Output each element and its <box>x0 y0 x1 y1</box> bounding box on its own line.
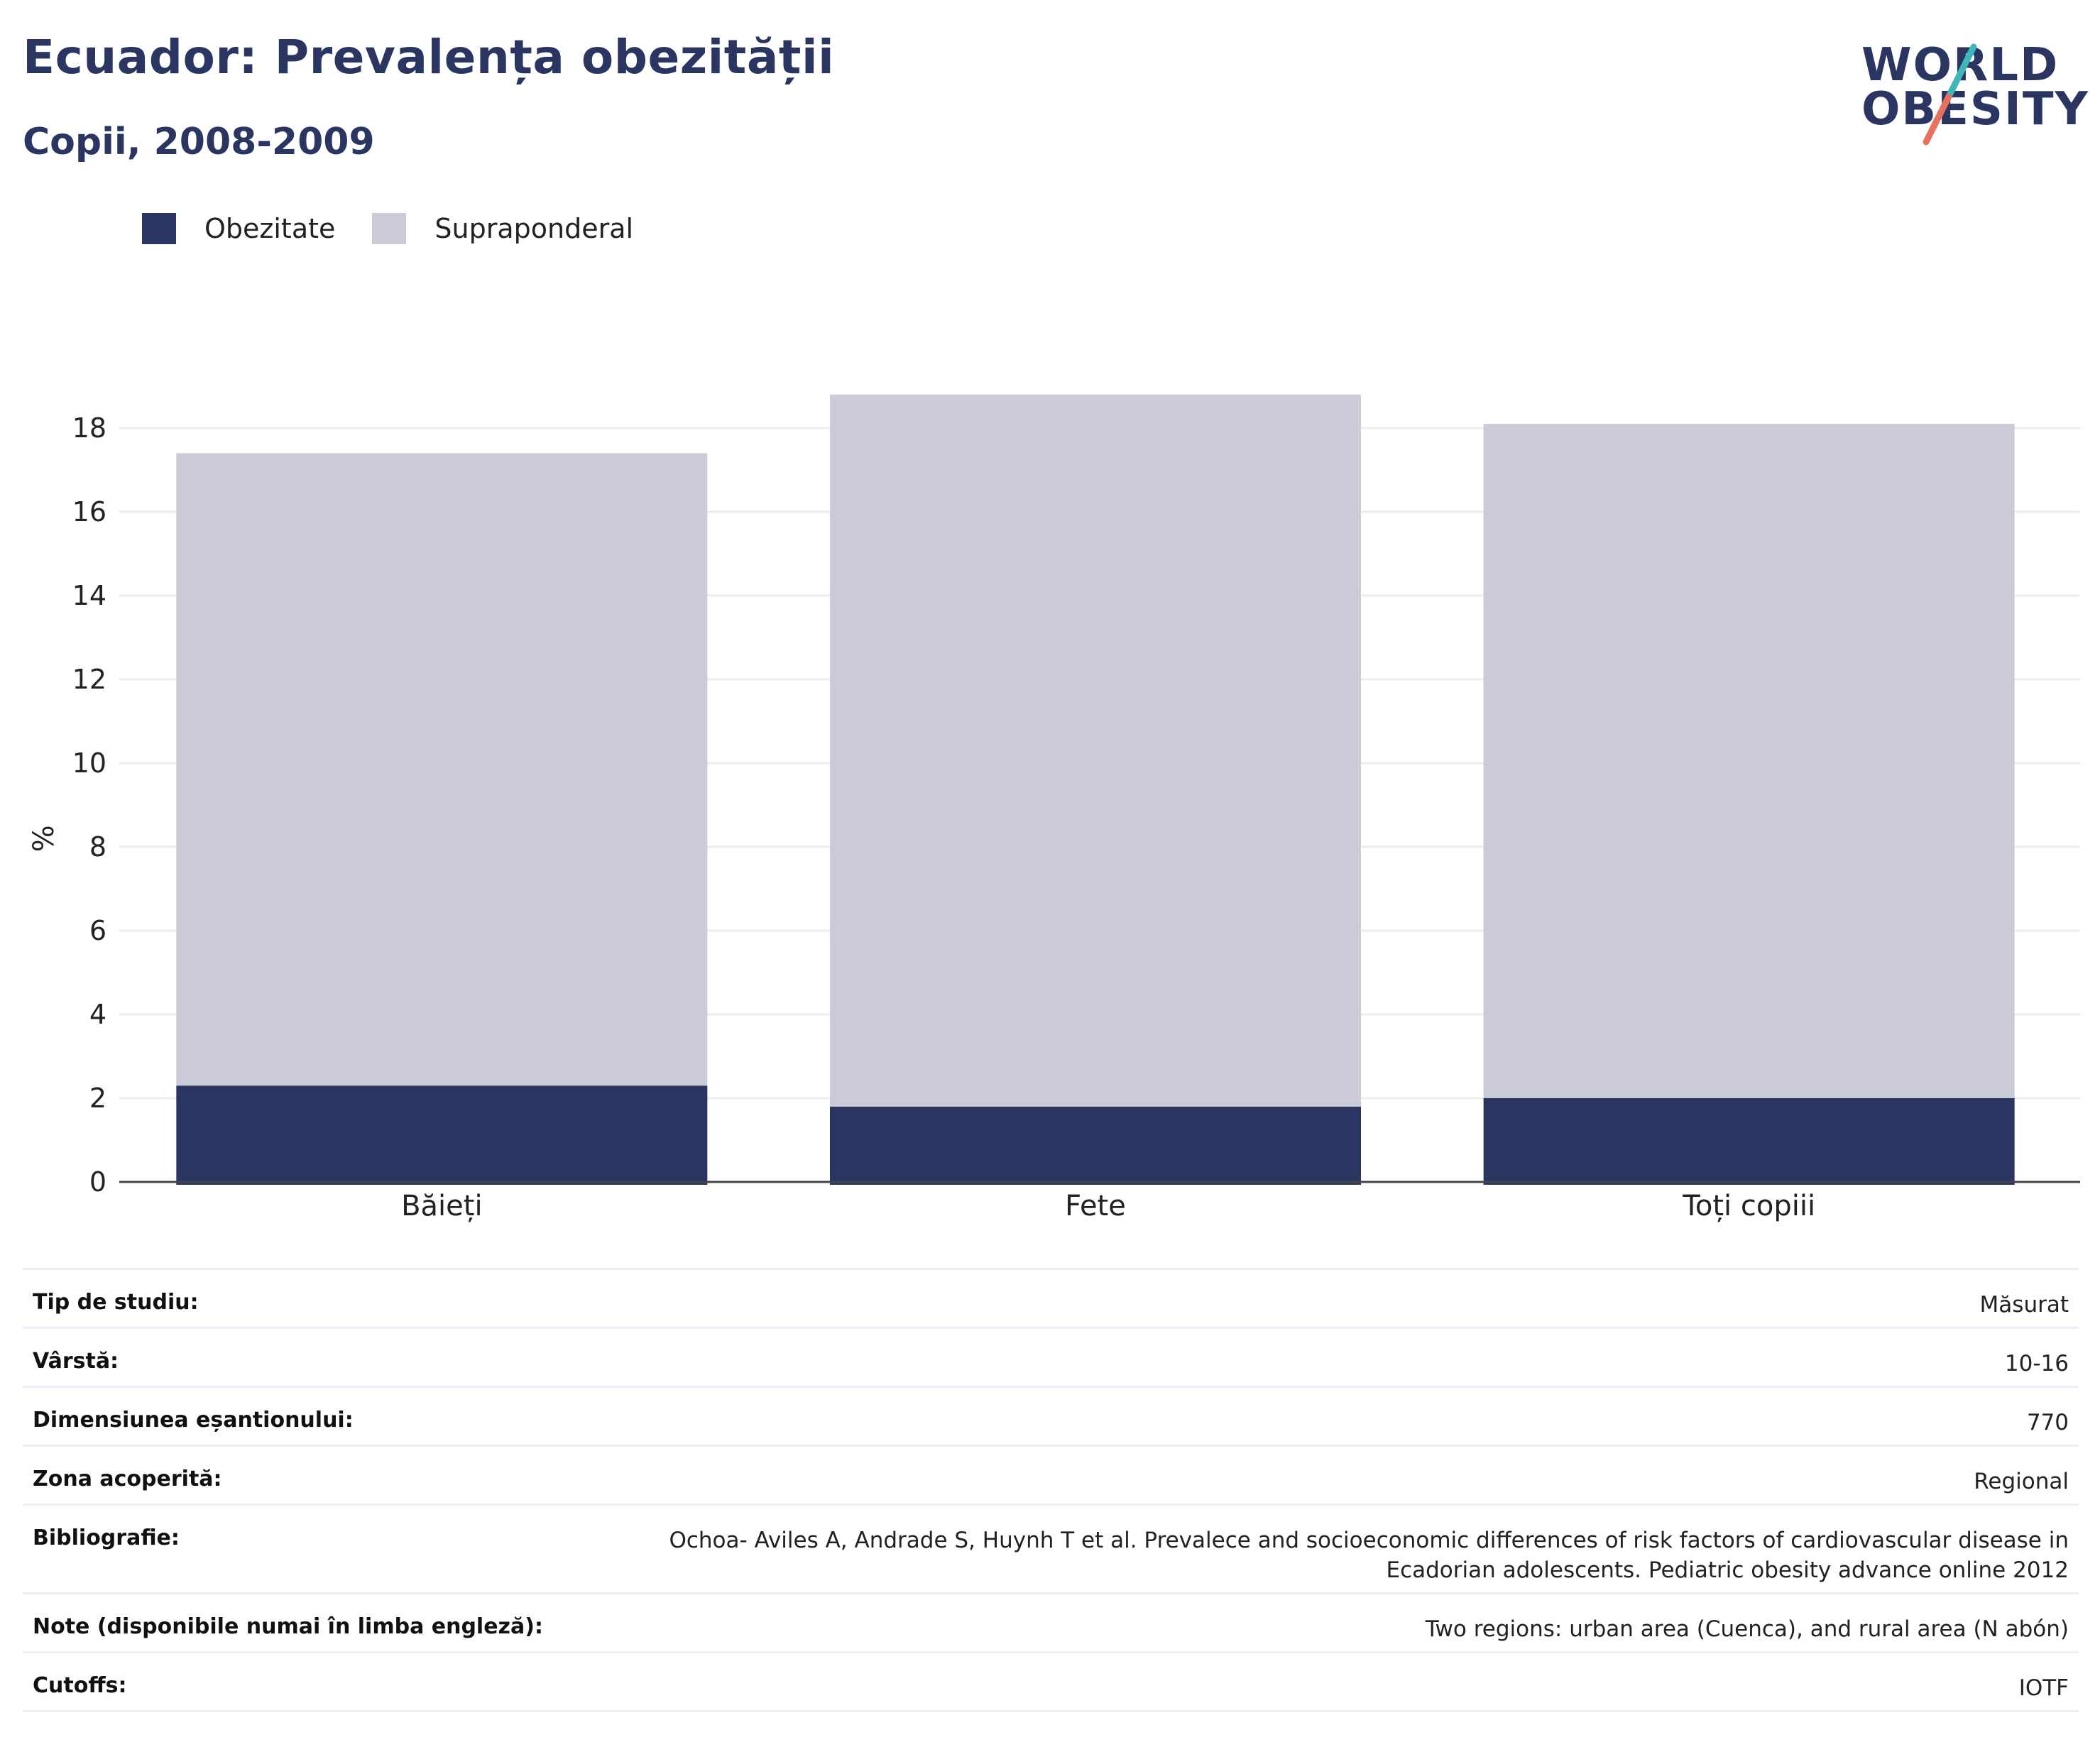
chart-subtitle: Copii, 2008-2009 <box>23 121 375 163</box>
y-axis-title: % <box>28 825 60 852</box>
bar-overweight <box>830 394 1361 1107</box>
legend-label-obesity: Obezitate <box>204 213 336 244</box>
x-axis-labels: Băieți Fete Toți copiii <box>401 1190 1815 1222</box>
bibliography-line-2: Ecadorian adolescents. Pediatric obesity… <box>1386 1557 2069 1583</box>
info-label-bibliography: Bibliografie: <box>33 1526 180 1550</box>
info-row-sample-size: Dimensiunea eșantionului: 770 <box>23 1386 2079 1445</box>
info-row-bibliography: Bibliografie: Ochoa- Aviles A, Andrade S… <box>23 1504 2079 1592</box>
info-row-cutoffs: Cutoffs: IOTF <box>23 1651 2079 1710</box>
info-value-notes: Two regions: urban area (Cuenca), and ru… <box>1425 1616 2069 1642</box>
logo-line-2: OBESITY <box>1861 83 2089 136</box>
chart-title: Ecuador: Prevalența obezității <box>23 30 835 84</box>
info-row-study-type: Tip de studiu: Măsurat <box>23 1268 2079 1327</box>
legend-item-overweight[interactable]: Supraponderal <box>372 213 633 244</box>
info-label-cutoffs: Cutoffs: <box>33 1673 127 1698</box>
info-row-age: Vârstă: 10-16 <box>23 1327 2079 1386</box>
y-tick-label: 16 <box>72 496 106 527</box>
info-label-study-type: Tip de studiu: <box>33 1290 199 1315</box>
x-tick-label: Băieți <box>401 1190 482 1222</box>
legend-item-obesity[interactable]: Obezitate <box>142 213 335 244</box>
legend-swatch-overweight <box>372 213 407 244</box>
legend-label-overweight: Supraponderal <box>434 213 634 244</box>
y-tick-label: 12 <box>72 664 106 695</box>
bar-obesity <box>830 1106 1361 1185</box>
bar-chart: 0 2 4 6 8 10 12 14 16 18 Băieți Fete Toți copiii % <box>28 394 2080 1222</box>
info-value-study-type: Măsurat <box>1979 1292 2069 1318</box>
x-tick-label: Toți copiii <box>1682 1190 1815 1222</box>
info-value-sample-size: 770 <box>2026 1410 2069 1435</box>
info-table-end-rule <box>23 1710 2079 1712</box>
logo-slash-coral <box>1923 89 1954 146</box>
bar-obesity <box>1483 1098 2015 1185</box>
world-obesity-logo: WORLD OBESITY <box>1846 21 2089 149</box>
y-tick-label: 18 <box>72 412 106 444</box>
info-value-area-covered: Regional <box>1974 1469 2069 1494</box>
y-axis-ticks: 0 2 4 6 8 10 12 14 16 18 <box>72 412 106 1198</box>
y-tick-label: 6 <box>89 915 106 946</box>
bibliography-line-1: Ochoa- Aviles A, Andrade S, Huynh T et a… <box>669 1528 2069 1553</box>
info-label-notes: Note (disponibile numai în limba engleză… <box>33 1614 543 1639</box>
info-value-bibliography: Ochoa- Aviles A, Andrade S, Huynh T et a… <box>669 1526 2069 1585</box>
info-label-area-covered: Zona acoperită: <box>33 1467 222 1491</box>
x-tick-label: Fete <box>1065 1190 1126 1222</box>
info-value-age: 10-16 <box>2004 1351 2069 1376</box>
info-row-area-covered: Zona acoperită: Regional <box>23 1445 2079 1504</box>
bar-obesity <box>176 1085 708 1185</box>
legend-swatch-obesity <box>142 213 176 244</box>
chart-bars <box>176 394 2015 1185</box>
info-label-age: Vârstă: <box>33 1349 119 1374</box>
legend: Obezitate Supraponderal <box>142 213 670 244</box>
bar-overweight <box>176 453 708 1086</box>
info-value-cutoffs: IOTF <box>2018 1675 2069 1701</box>
y-tick-label: 2 <box>89 1083 106 1114</box>
y-tick-label: 10 <box>72 747 106 779</box>
info-row-notes: Note (disponibile numai în limba engleză… <box>23 1592 2079 1651</box>
logo-slash-icon <box>1923 43 1977 146</box>
y-tick-label: 0 <box>89 1166 106 1198</box>
logo-slash-teal <box>1947 43 1977 96</box>
y-tick-label: 4 <box>89 999 106 1030</box>
study-info-table: Tip de studiu: Măsurat Vârstă: 10-16 Dim… <box>23 1268 2079 1712</box>
info-label-sample-size: Dimensiunea eșantionului: <box>33 1408 354 1433</box>
y-tick-label: 8 <box>89 831 106 862</box>
bar-overweight <box>1483 424 2015 1098</box>
y-tick-label: 14 <box>72 580 106 611</box>
